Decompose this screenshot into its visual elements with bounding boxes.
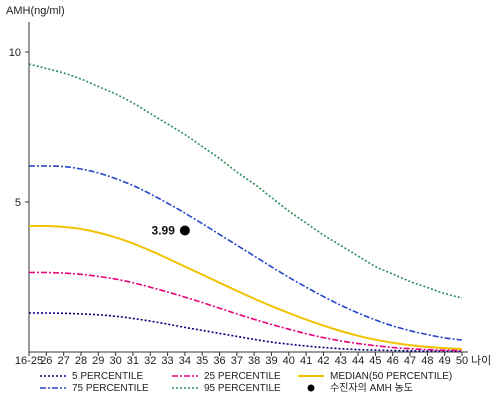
x-tick-label: 47 xyxy=(404,355,416,367)
legend-label: 5 PERCENTILE xyxy=(72,371,143,382)
legend-label: 75 PERCENTILE xyxy=(72,383,149,394)
x-tick-label: 48 xyxy=(421,355,433,367)
x-tick-label: 35 xyxy=(196,355,208,367)
x-tick-label: 29 xyxy=(92,355,104,367)
x-tick-label: 16-25 xyxy=(15,355,43,367)
x-tick-label: 45 xyxy=(369,355,381,367)
x-tick-label: 27 xyxy=(58,355,70,367)
x-tick-label: 39 xyxy=(265,355,277,367)
x-tick-label: 37 xyxy=(231,355,243,367)
y-tick-label: 5 xyxy=(15,197,21,209)
legend-point-swatch xyxy=(307,384,315,392)
x-tick-label: 30 xyxy=(109,355,121,367)
series-line-25-percentile xyxy=(28,271,463,352)
patient-amh-point xyxy=(179,225,190,236)
legend-label: 95 PERCENTILE xyxy=(204,383,281,394)
x-tick-label: 38 xyxy=(248,355,260,367)
legend-label: MEDIAN(50 PERCENTILE) xyxy=(330,371,452,382)
series-line-median-50-percentile xyxy=(28,224,463,350)
series-lines xyxy=(28,63,463,353)
series-line-75-percentile xyxy=(28,165,463,341)
series-line-95-percentile xyxy=(28,63,463,299)
x-tick-label: 41 xyxy=(300,355,312,367)
patient-amh-value-label: 3.99 xyxy=(152,224,176,238)
x-tick-label: 32 xyxy=(144,355,156,367)
x-tick-label: 31 xyxy=(127,355,139,367)
x-tick-label: 42 xyxy=(317,355,329,367)
x-tick-label: 46 xyxy=(387,355,399,367)
x-tick-label: 44 xyxy=(352,355,364,367)
legend: 5 PERCENTILE 25 PERCENTILE MEDIAN(50 PERCE… xyxy=(40,371,452,394)
x-tick-label: 36 xyxy=(213,355,225,367)
legend-label: 25 PERCENTILE xyxy=(204,371,281,382)
series-line-5-percentile xyxy=(28,312,463,353)
legend-label: 수진자의 AMH 농도 xyxy=(330,382,413,394)
point-layer: 3.99 xyxy=(152,224,190,238)
x-axis-title: 나이 xyxy=(471,354,491,367)
x-tick-label: 26 xyxy=(40,355,52,367)
y-ticks: 5 10 xyxy=(9,47,29,209)
y-tick-label: 10 xyxy=(9,47,21,59)
x-tick-label: 43 xyxy=(335,355,347,367)
x-tick-label: 34 xyxy=(179,355,191,367)
x-tick-label: 49 xyxy=(439,355,451,367)
x-tick-label: 33 xyxy=(161,355,173,367)
x-tick-label: 28 xyxy=(75,355,87,367)
x-tick-label: 50 xyxy=(456,355,468,367)
y-axis-title: AMH(ng/ml) xyxy=(6,5,65,17)
x-tick-label: 40 xyxy=(283,355,295,367)
